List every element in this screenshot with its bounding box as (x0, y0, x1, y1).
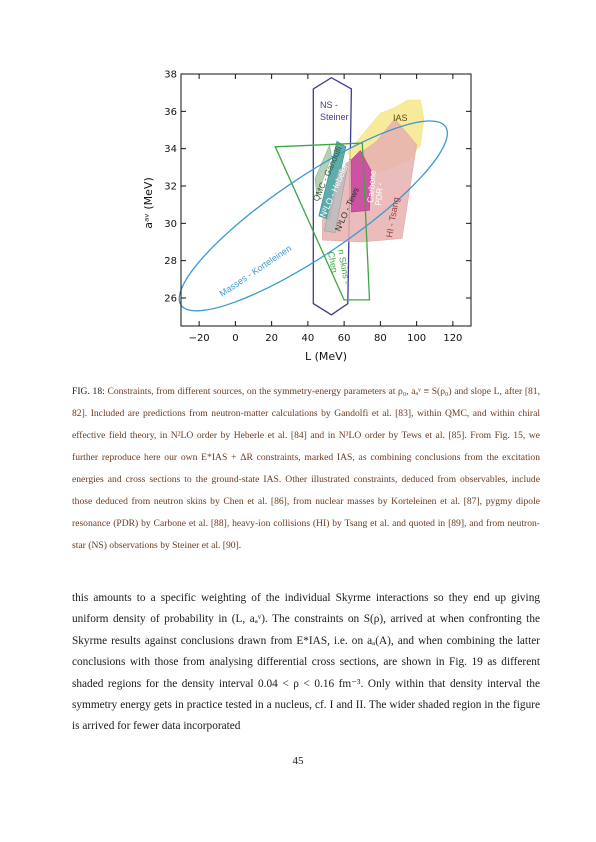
label-n-skins-chen-line2: Chen (326, 251, 340, 274)
label-ns-steiner-line2: Steiner (320, 112, 349, 122)
figure-caption: FIG. 18: Constraints, from different sou… (72, 381, 540, 557)
x-axis-label: L (MeV) (305, 350, 347, 363)
region-n-skins-chen (274, 142, 371, 301)
page-number: 45 (292, 755, 304, 767)
region-qmc-gandolfi (314, 143, 332, 198)
x-tick-label: 20 (265, 333, 278, 344)
label-pdr-carbone: PDR - (373, 182, 385, 206)
caption-text: Constraints, from different sources, on … (72, 386, 541, 551)
region-n-lo-hebeler (318, 140, 347, 220)
label-pdr-carbone-2: Carbone (365, 170, 378, 204)
y-tick-label: 28 (164, 256, 177, 267)
x-tick-label: 100 (407, 333, 426, 344)
x-tick-label: −20 (189, 333, 210, 344)
x-tick-label: 120 (443, 333, 462, 344)
caption-lead: FIG. 18: (72, 386, 105, 397)
x-tick-label: 80 (374, 333, 387, 344)
y-tick-label: 38 (164, 70, 177, 81)
region-n-lo-tews (323, 165, 349, 234)
y-tick-label: 36 (164, 107, 177, 118)
constraint-regions (178, 76, 448, 316)
x-tick-label: 60 (338, 333, 351, 344)
region-ns-steiner (312, 76, 353, 316)
x-tick-label: 0 (232, 333, 238, 344)
label-masses-korteleinen: Masses - Korteleinen (218, 243, 294, 299)
body-paragraph: this amounts to a specific weighting of … (72, 592, 540, 733)
label-ias: IAS (393, 113, 408, 123)
y-tick-label: 26 (164, 294, 177, 305)
y-tick-label: 34 (164, 144, 177, 155)
axis-ticks: −20 0 20 40 60 80 100 120 26 28 30 32 34 36 38 (164, 70, 471, 344)
y-tick-label: 32 (164, 182, 177, 193)
y-tick-label: 30 (164, 219, 177, 230)
label-ns-steiner-line1: NS - (320, 100, 338, 110)
symmetry-energy-figure: −20 0 20 40 60 80 100 120 26 28 30 32 34 36 38 NS - St… (142, 70, 472, 363)
region-pdr-carbone (351, 149, 372, 213)
x-tick-label: 40 (302, 333, 315, 344)
plot-frame (180, 73, 472, 327)
y-axis-label: aᵃᵛ (MeV) (142, 177, 155, 229)
